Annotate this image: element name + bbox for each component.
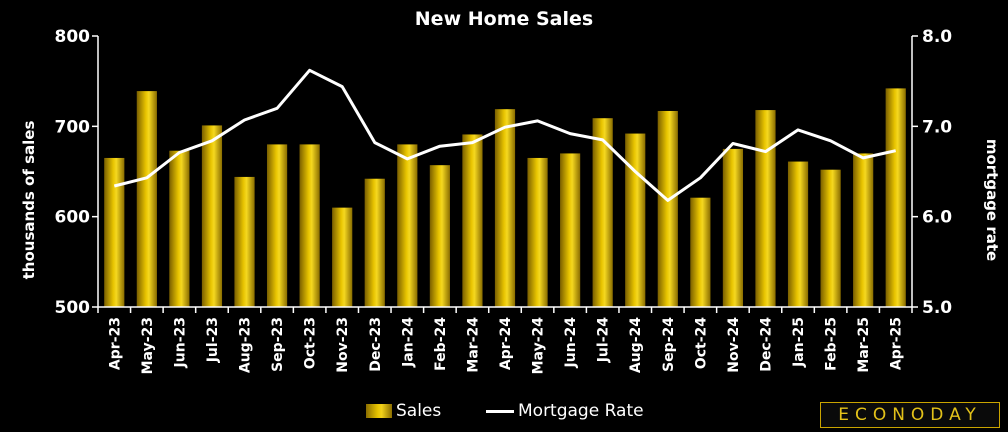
sales-bar	[429, 165, 450, 307]
legend-sales-label: Sales	[396, 401, 442, 421]
x-tick-label: Nov-23	[335, 317, 351, 373]
y2-tick-label: 8.0	[922, 27, 952, 47]
sales-bar	[527, 157, 548, 307]
mortgage-rate-line	[113, 68, 897, 202]
legend-line-swatch	[486, 409, 514, 413]
sales-bar	[462, 134, 483, 307]
sales-bar	[299, 144, 320, 307]
sales-bar	[787, 161, 809, 307]
y2-tick-label: 6.0	[922, 208, 952, 228]
sales-bar	[657, 110, 678, 307]
chart-title: New Home Sales	[414, 8, 594, 30]
econoday-logo: ECONODAY	[820, 402, 1000, 428]
y-tick-label: 600	[55, 208, 91, 228]
x-tick-label: Oct-24	[693, 317, 709, 369]
legend-mortgage-rate: Mortgage Rate	[486, 401, 644, 421]
sales-bar	[169, 150, 190, 307]
y-tick-label: 500	[55, 298, 91, 318]
x-tick-label: Dec-23	[368, 317, 384, 372]
sales-bar	[104, 157, 125, 307]
sales-bar	[690, 197, 711, 307]
x-tick-label: Sep-24	[661, 317, 677, 372]
x-tick-label: May-24	[531, 317, 547, 375]
sales-bar	[592, 118, 613, 307]
sales-bar	[625, 133, 646, 307]
sales-bar	[364, 178, 385, 307]
sales-bar	[885, 88, 906, 307]
sales-bar	[136, 91, 157, 307]
x-tick-label: Dec-24	[759, 317, 775, 372]
chart-area: 500 600 700 800 5.0 6.0 7.0 8.0 Apr-23 May-23 Jun-…	[20, 27, 1001, 375]
x-tick-label: Apr-23	[107, 317, 123, 370]
y-axis-label: thousands of sales	[20, 121, 38, 280]
x-tick-label: Oct-23	[303, 317, 319, 369]
x-tick-label: Jan-25	[791, 317, 807, 368]
sales-bar	[853, 153, 874, 307]
x-tick-label: Jun-23	[172, 317, 188, 368]
x-tick-label: Sep-23	[270, 317, 286, 372]
x-tick-label: Jul-24	[596, 317, 612, 364]
x-tick-label: Mar-24	[465, 317, 481, 373]
legend-bar-swatch	[366, 404, 392, 418]
y2-axis-label: mortgage rate	[983, 139, 1001, 261]
x-tick-label: Apr-24	[498, 317, 514, 370]
x-tick-label: May-23	[140, 317, 156, 374]
legend-sales: Sales	[366, 401, 441, 421]
x-tick-label: Mar-25	[856, 317, 872, 373]
y-tick-label: 800	[55, 27, 91, 47]
x-tick-label: Apr-25	[889, 317, 905, 370]
sales-bar	[560, 153, 581, 307]
x-tick-label: Aug-23	[238, 317, 254, 373]
y2-tick-label: 7.0	[922, 117, 952, 137]
sales-bar	[820, 169, 841, 307]
y-tick-label: 700	[55, 117, 91, 137]
sales-bar	[332, 207, 353, 307]
x-tick-label: Aug-24	[628, 317, 644, 373]
sales-bar	[266, 144, 288, 307]
x-tick-label: Jul-23	[205, 317, 221, 363]
y2-tick-label: 5.0	[922, 298, 952, 318]
x-tick-label: Feb-25	[824, 317, 840, 371]
sales-bar	[397, 144, 418, 307]
x-tick-label: Jan-24	[400, 317, 416, 368]
sales-bar	[494, 109, 516, 307]
legend-mortgage-label: Mortgage Rate	[518, 401, 644, 421]
sales-bar	[722, 148, 744, 307]
x-tick-label: Jun-24	[563, 317, 579, 369]
x-tick-label: Nov-24	[726, 317, 742, 373]
sales-bar	[234, 176, 255, 307]
x-tick-label: Feb-24	[433, 317, 449, 371]
sales-bar	[201, 125, 223, 308]
sales-bar	[755, 110, 776, 307]
